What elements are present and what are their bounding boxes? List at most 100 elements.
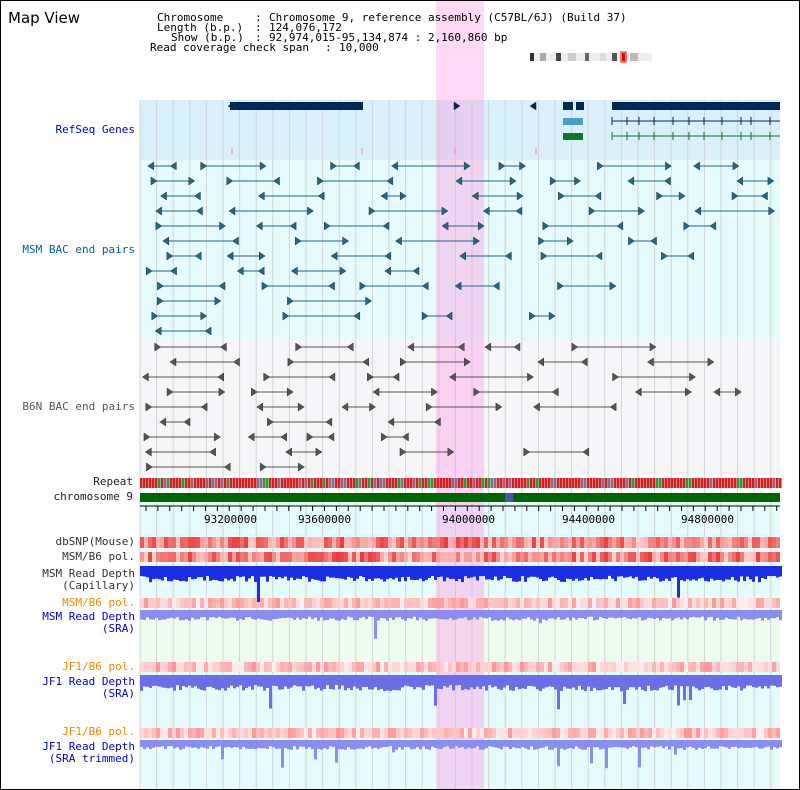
msm-b6-pol-heat (140, 552, 144, 562)
b6n-bac-pair-end (315, 447, 323, 457)
jf1-b6-pol-heat (288, 662, 292, 672)
jf1-b6-pol-heat (524, 662, 528, 672)
repeat-mark (254, 478, 257, 488)
msm-bac-label[interactable]: MSM BAC end pairs (22, 243, 135, 256)
msm-b6-pol-heat (496, 552, 500, 562)
jf1-b6-pol-trimmed-heat (304, 728, 308, 738)
jf1-trimmed-depth (173, 740, 176, 749)
jf1-b6-pol-trimmed-heat (336, 728, 340, 738)
msm-sra-depth (545, 610, 548, 621)
b6n-bac-pair-end (464, 357, 471, 367)
jf1-b6-pol-trimmed-heat (668, 728, 672, 738)
jf1-b6-pol-heat (432, 662, 436, 672)
jf1-trimmed-depth (737, 740, 740, 749)
jf1-b6-pol-heat (488, 662, 492, 672)
jf1-sra-depth (518, 675, 521, 690)
jf1-b6-pol-trimmed-heat (316, 728, 320, 738)
msm-sra-depth (374, 610, 377, 639)
jf1-b6-pol-heat (424, 662, 428, 672)
msm-capillary-depth (143, 566, 146, 577)
jf1-trimmed-depth-label[interactable]: JF1 Read Depth (42, 740, 135, 753)
msm-bac-pair-end (166, 251, 174, 261)
jf1-b6-pol-trimmed-heat (392, 728, 396, 738)
repeat-mark (389, 478, 392, 488)
jf1-trimmed-depth (143, 740, 146, 750)
msm-b6-pol-sra-heat (368, 598, 372, 608)
jf1-b6-pol-trimmed-heat (324, 728, 328, 738)
msm-b6-pol-sra-heat (300, 598, 304, 608)
jf1-b6-pol-heat (736, 662, 740, 672)
jf1-trimmed-depth (524, 740, 527, 749)
msm-b6-pol-sra-label[interactable]: MSM/B6 pol. (62, 596, 135, 609)
jf1-trimmed-depth (770, 740, 773, 750)
dbsnp-label[interactable]: dbSNP(Mouse) (55, 535, 135, 548)
jf1-sra-depth (713, 675, 716, 691)
dbsnp-heat (684, 537, 688, 548)
msm-b6-pol-sra-heat (432, 598, 436, 608)
jf1-trimmed-depth (533, 740, 536, 750)
dbsnp-heat (184, 537, 188, 548)
msm-bac-pair-end (324, 221, 331, 231)
jf1-sra-depth (230, 675, 233, 686)
dbsnp-heat (460, 537, 464, 548)
msm-bac-pair-end (558, 191, 565, 201)
dbsnp-heat (428, 537, 432, 548)
msm-b6-pol-heat (708, 552, 712, 562)
jf1-trimmed-depth (383, 740, 386, 748)
msm-sra-depth (314, 610, 317, 618)
msm-b6-pol-heat (532, 552, 536, 562)
jf1-b6-pol-label[interactable]: JF1/B6 pol. (62, 660, 135, 673)
msm-capillary-depth (434, 566, 437, 580)
repeat-mark (476, 478, 479, 488)
repeat-mark (272, 478, 275, 488)
jf1-b6-pol-trimmed-heat (168, 728, 172, 738)
jf1-trimmed-depth (422, 740, 425, 747)
b6n-bac-pair-end (247, 432, 255, 442)
msm-bac-pair-end (616, 221, 624, 231)
msm-b6-pol-heat (480, 552, 484, 562)
msm-sra-depth-label[interactable]: MSM Read Depth (42, 610, 135, 623)
b6n-bac-label[interactable]: B6N BAC end pairs (22, 400, 135, 413)
jf1-b6-pol-trimmed-label[interactable]: JF1/B6 pol. (62, 725, 135, 738)
msm-capillary-depth (272, 566, 275, 577)
msm-b6-pol-sra-heat (336, 598, 340, 608)
msm-b6-pol-heat (156, 552, 160, 562)
msm-capillary-depth (512, 566, 515, 582)
jf1-trimmed-depth (617, 740, 620, 748)
jf1-b6-pol-trimmed-heat (420, 728, 424, 738)
jf1-sra-depth (281, 675, 284, 690)
jf1-b6-pol-trimmed-heat (632, 728, 636, 738)
jf1-b6-pol-trimmed-heat (536, 728, 540, 738)
jf1-sra-depth (179, 675, 182, 691)
jf1-b6-pol-heat (332, 662, 336, 672)
msm-sra-depth (608, 610, 611, 618)
jf1-trimmed-depth (269, 740, 272, 747)
jf1-b6-pol-trimmed-heat (740, 728, 744, 738)
dbsnp-heat (436, 537, 440, 548)
jf1-trimmed-depth (326, 740, 329, 750)
ideogram-band (612, 53, 617, 61)
jf1-b6-pol-trimmed-heat (292, 728, 296, 738)
chromosome-marker (505, 493, 513, 502)
msm-b6-pol-heat (428, 552, 432, 562)
jf1-trimmed-depth (752, 740, 755, 748)
msm-b6-pol-sra-heat (416, 598, 420, 608)
msm-bac-pair-end (594, 191, 602, 201)
jf1-trimmed-depth (167, 740, 170, 747)
msm-sra-depth (755, 610, 758, 619)
msm-b6-pol-sra-heat (268, 598, 272, 608)
refseq-genes-label[interactable]: RefSeq Genes (55, 123, 135, 136)
msm-capillary-depth (140, 566, 143, 577)
dbsnp-heat (704, 537, 708, 548)
jf1-sra-depth (242, 675, 245, 691)
repeat-mark (641, 478, 644, 488)
repeat-mark (773, 478, 776, 488)
msm-capillary-depth-label[interactable]: MSM Read Depth (42, 567, 135, 580)
msm-bac-pair-end (441, 206, 449, 216)
jf1-b6-pol-trimmed-heat (340, 728, 344, 738)
jf1-sra-depth-label[interactable]: JF1 Read Depth (42, 675, 135, 688)
msm-b6-pol-label[interactable]: MSM/B6 pol. (62, 550, 135, 563)
msm-sra-depth (176, 610, 179, 618)
msm-b6-pol-heat (360, 552, 364, 562)
